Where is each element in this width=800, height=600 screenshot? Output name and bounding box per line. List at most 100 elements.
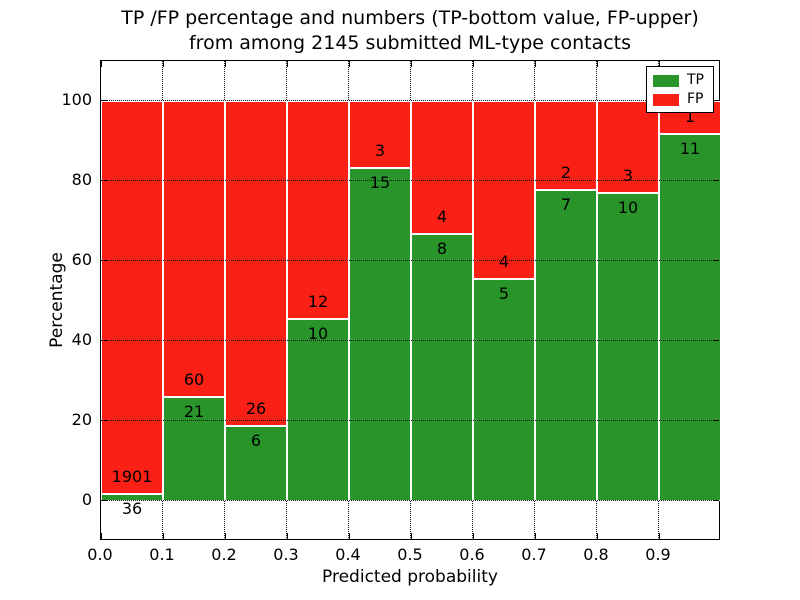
- tp-count-label: 5: [498, 283, 510, 303]
- tp-count-label: 11: [679, 139, 701, 159]
- y-tick-mark: [101, 259, 107, 261]
- y-tick-label: 100: [61, 90, 92, 109]
- legend-swatch-fp: [653, 93, 679, 106]
- fp-count-label: 4: [498, 251, 510, 271]
- bar-segment-fp: [349, 101, 411, 168]
- y-tick-mark: [101, 419, 107, 421]
- y-tick-label: 40: [71, 330, 92, 349]
- h-gridline: [101, 260, 718, 261]
- y-tick-mark: [713, 339, 719, 341]
- x-tick-mark: [658, 533, 660, 539]
- legend-item: FP: [653, 90, 707, 109]
- bar-segment-tp: [597, 193, 659, 501]
- bar-segment-tp: [349, 167, 411, 501]
- fp-count-label: 1901: [111, 466, 153, 486]
- y-tick-mark: [713, 259, 719, 261]
- x-tick-mark: [100, 533, 102, 539]
- chart-title: TP /FP percentage and numbers (TP-bottom…: [100, 6, 720, 56]
- bar-segment-tp: [535, 189, 597, 501]
- y-tick-label: 20: [71, 410, 92, 429]
- x-tick-mark: [472, 533, 474, 539]
- x-tick-label: 0.3: [273, 545, 299, 564]
- fp-count-label: 26: [245, 399, 267, 418]
- y-tick-mark: [101, 499, 107, 501]
- bar-segment-tp: [473, 278, 535, 501]
- x-tick-mark: [224, 533, 226, 539]
- y-tick-mark: [713, 419, 719, 421]
- x-tick-mark: [100, 61, 102, 67]
- fp-count-label: 3: [374, 140, 386, 160]
- x-tick-label: 0.9: [645, 545, 671, 564]
- bar-segment-fp: [411, 101, 473, 235]
- y-tick-mark: [101, 179, 107, 181]
- x-tick-label: 0.4: [335, 545, 361, 564]
- chart-title-line2: from among 2145 submitted ML-type contac…: [188, 32, 632, 54]
- x-tick-mark: [534, 61, 536, 67]
- x-tick-mark: [596, 61, 598, 67]
- y-tick-mark: [101, 99, 107, 101]
- bar-segment-tp: [163, 397, 225, 501]
- x-tick-label: 0.6: [459, 545, 485, 564]
- x-tick-label: 0.7: [521, 545, 547, 564]
- legend: TP FP: [646, 66, 714, 113]
- x-axis-label: Predicted probability: [322, 567, 498, 587]
- bar-segment-fp: [473, 101, 535, 279]
- y-tick-label: 80: [71, 170, 92, 189]
- fp-count-label: 60: [183, 370, 205, 390]
- bar-segment-fp: [535, 101, 597, 190]
- x-tick-mark: [472, 61, 474, 67]
- x-tick-mark: [224, 61, 226, 67]
- fp-count-label: 3: [622, 166, 634, 186]
- bar-segment-fp: [225, 101, 287, 426]
- h-gridline: [101, 180, 718, 181]
- y-tick-mark: [713, 499, 719, 501]
- x-tick-mark: [162, 61, 164, 67]
- y-tick-label: 60: [71, 250, 92, 269]
- bar-segment-fp: [101, 101, 163, 494]
- x-tick-mark: [348, 533, 350, 539]
- fp-count-label: 4: [436, 207, 448, 227]
- x-tick-mark: [286, 61, 288, 67]
- tp-count-label: 8: [436, 239, 448, 259]
- x-tick-mark: [286, 533, 288, 539]
- y-tick-mark: [101, 339, 107, 341]
- x-tick-mark: [596, 533, 598, 539]
- tp-count-label: 10: [617, 198, 639, 218]
- h-gridline: [101, 100, 718, 101]
- y-tick-mark: [713, 179, 719, 181]
- bar-segment-tp: [659, 134, 721, 501]
- x-tick-label: 0.0: [87, 545, 113, 564]
- y-tick-mark: [713, 99, 719, 101]
- bar-segment-fp: [597, 101, 659, 194]
- plot-area: 1901 36 60 21 26 6 12 10 3 15 4 8 4 5 2 7 3 10 1 11: [100, 60, 721, 540]
- x-tick-label: 0.5: [397, 545, 423, 564]
- y-tick-label: 0: [81, 490, 92, 509]
- x-tick-mark: [410, 533, 412, 539]
- fp-count-label: 2: [560, 162, 572, 182]
- chart-title-line1: TP /FP percentage and numbers (TP-bottom…: [121, 7, 699, 29]
- x-tick-mark: [410, 61, 412, 67]
- x-tick-mark: [162, 533, 164, 539]
- fp-count-label: 12: [307, 292, 329, 312]
- tp-count-label: 21: [183, 402, 205, 422]
- bar-segment-fp: [163, 101, 225, 398]
- x-tick-label: 0.2: [211, 545, 237, 564]
- x-tick-mark: [348, 61, 350, 67]
- x-tick-mark: [534, 533, 536, 539]
- tp-count-label: 36: [121, 498, 143, 518]
- tp-count-label: 7: [560, 194, 572, 214]
- x-tick-mark: [658, 61, 660, 67]
- legend-item: TP: [653, 71, 707, 90]
- h-gridline: [101, 420, 718, 421]
- legend-label: TP: [687, 72, 704, 88]
- tp-count-label: 15: [369, 172, 391, 192]
- legend-label: FP: [687, 91, 704, 107]
- bar-segment-fp: [287, 101, 349, 320]
- bar-segment-tp: [411, 234, 473, 501]
- tp-count-label: 6: [250, 431, 262, 450]
- bar-segment-tp: [287, 319, 349, 501]
- legend-swatch-tp: [653, 74, 679, 87]
- fp-count-label: 1: [684, 107, 696, 127]
- x-tick-label: 0.8: [583, 545, 609, 564]
